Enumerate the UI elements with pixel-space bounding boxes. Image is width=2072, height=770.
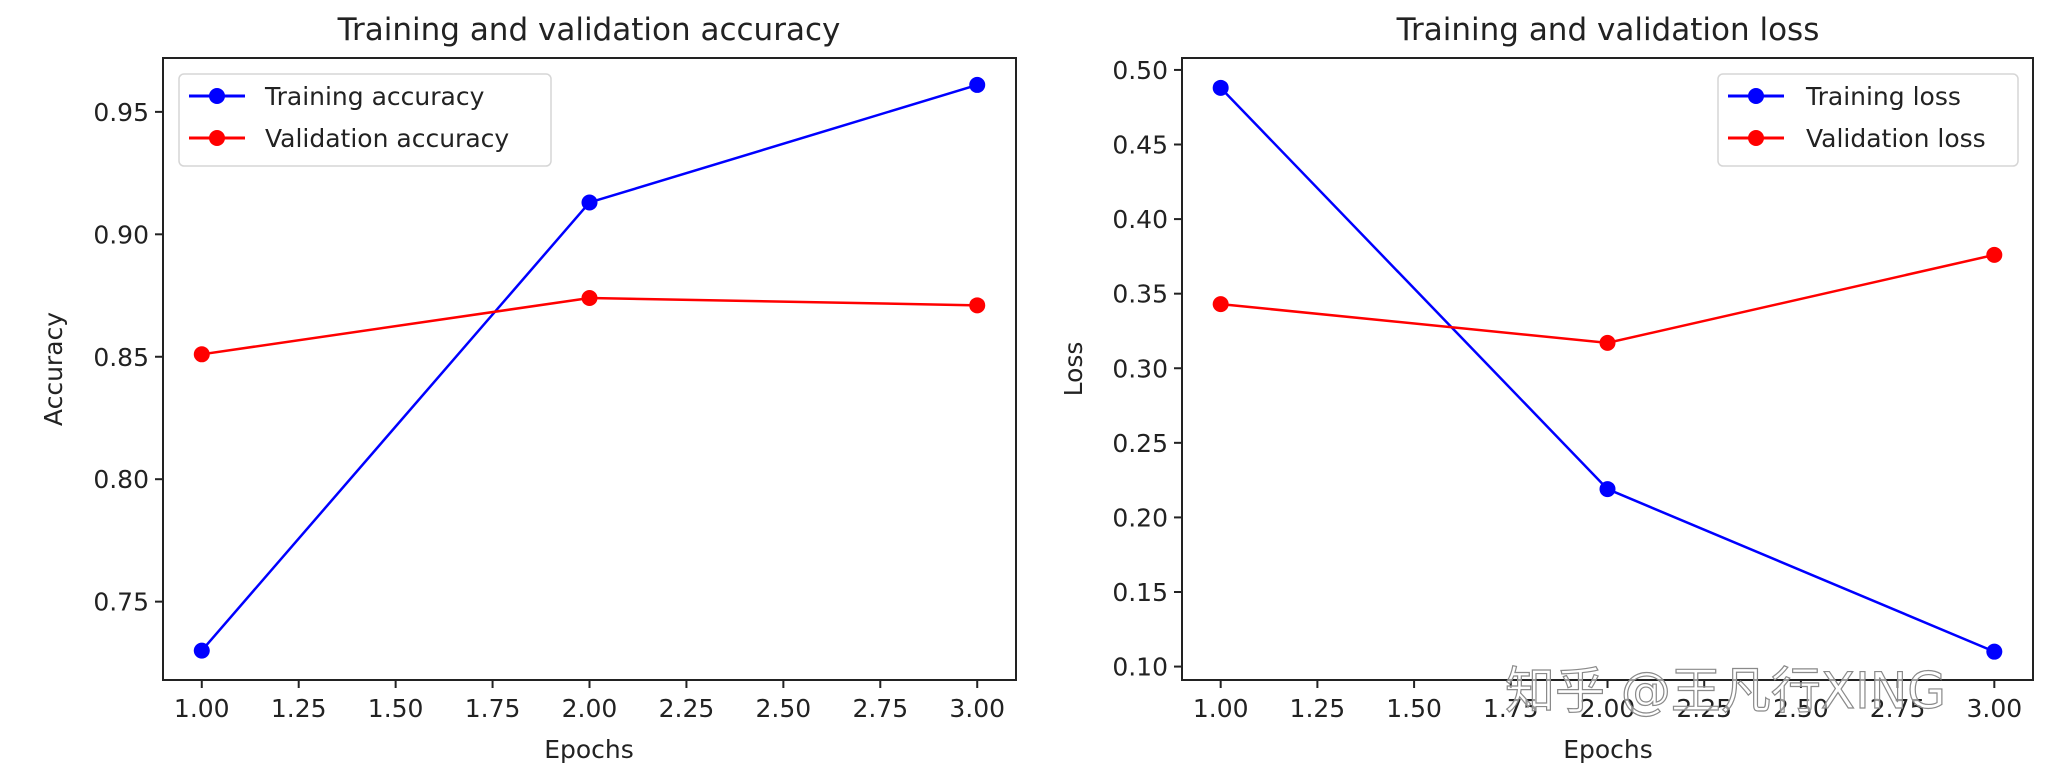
- x-tick-label: 1.25: [271, 694, 327, 723]
- y-tick-label: 0.85: [93, 343, 149, 372]
- accuracy-x-ticks: 1.00 1.25 1.50 1.75 2.00 2.25 2.50 2.75 3.00: [174, 680, 1005, 723]
- y-tick-label: 0.95: [93, 98, 149, 127]
- legend-marker-training-icon: [209, 88, 225, 104]
- x-tick-label: 1.25: [1290, 694, 1346, 723]
- accuracy-chart: Training and validation accuracy 0.75 0.8…: [39, 12, 1017, 764]
- data-point-marker: [193, 346, 210, 363]
- y-tick-label: 0.20: [1112, 503, 1168, 532]
- x-tick-label: 1.00: [1193, 694, 1249, 723]
- accuracy-x-axis-label: Epochs: [544, 735, 634, 764]
- watermark: 知乎 @王凡行XING: [1505, 662, 1946, 720]
- accuracy-plot-lines: [193, 76, 986, 659]
- x-tick-label: 1.75: [1483, 694, 1539, 723]
- accuracy-chart-title: Training and validation accuracy: [337, 12, 841, 48]
- y-tick-label: 0.40: [1112, 205, 1168, 234]
- y-tick-label: 0.90: [93, 220, 149, 249]
- loss-y-ticks: 0.10 0.15 0.20 0.25 0.30 0.35 0.40 0.45 0.50: [1112, 56, 1182, 682]
- legend-label-validation-accuracy: Validation accuracy: [265, 124, 509, 153]
- x-tick-label: 2.25: [1676, 694, 1732, 723]
- data-point-marker: [581, 289, 598, 306]
- y-tick-label: 0.35: [1112, 280, 1168, 309]
- x-tick-label: 2.75: [852, 694, 908, 723]
- loss-legend: Training loss Validation loss: [1717, 73, 2019, 167]
- data-point-marker: [1986, 246, 2003, 263]
- x-tick-label: 1.75: [465, 694, 521, 723]
- x-tick-label: 3.00: [1966, 694, 2022, 723]
- series-line-1: [201, 296, 978, 356]
- loss-plot-lines: [1212, 79, 2003, 660]
- legend-marker-training-icon: [1748, 88, 1764, 104]
- loss-x-axis-label: Epochs: [1563, 735, 1653, 764]
- accuracy-y-axis-label: Accuracy: [39, 312, 68, 426]
- data-point-marker: [581, 194, 598, 211]
- legend-marker-validation-icon: [209, 130, 225, 146]
- x-tick-label: 2.00: [1580, 694, 1636, 723]
- loss-x-ticks: 1.00 1.25 1.50 1.75 2.00 2.25 2.50 2.75 3.00: [1193, 680, 2022, 723]
- x-tick-label: 2.50: [756, 694, 812, 723]
- x-tick-label: 2.75: [1870, 694, 1926, 723]
- y-tick-label: 0.25: [1112, 429, 1168, 458]
- y-tick-label: 0.50: [1112, 56, 1168, 85]
- data-point-marker: [1212, 79, 1229, 96]
- y-tick-label: 0.15: [1112, 578, 1168, 607]
- x-tick-label: 2.00: [562, 694, 618, 723]
- series-line-0: [200, 83, 978, 652]
- data-point-marker: [193, 642, 210, 659]
- data-point-marker: [969, 297, 986, 314]
- data-point-marker: [1986, 643, 2003, 660]
- y-tick-label: 0.10: [1112, 653, 1168, 682]
- series-line-0: [1219, 86, 1995, 653]
- x-tick-label: 2.50: [1773, 694, 1829, 723]
- loss-plot-frame: [1181, 57, 2034, 681]
- data-point-marker: [1599, 334, 1616, 351]
- y-tick-label: 0.75: [93, 588, 149, 617]
- x-tick-label: 1.00: [174, 694, 230, 723]
- x-tick-label: 3.00: [949, 694, 1005, 723]
- legend-label-training-accuracy: Training accuracy: [264, 82, 485, 111]
- series-line-1: [1220, 253, 1995, 345]
- y-tick-label: 0.45: [1112, 131, 1168, 160]
- x-tick-label: 2.25: [659, 694, 715, 723]
- legend-label-training-loss: Training loss: [1805, 82, 1961, 111]
- y-tick-label: 0.30: [1112, 354, 1168, 383]
- x-tick-label: 1.50: [1386, 694, 1442, 723]
- x-tick-label: 1.50: [368, 694, 424, 723]
- data-point-marker: [1212, 296, 1229, 313]
- loss-y-axis-label: Loss: [1059, 342, 1088, 397]
- accuracy-y-ticks: 0.75 0.80 0.85 0.90 0.95: [93, 98, 163, 617]
- accuracy-legend: Training accuracy Validation accuracy: [178, 73, 552, 167]
- legend-label-validation-loss: Validation loss: [1806, 124, 1986, 153]
- loss-legend-box: [1717, 73, 2019, 167]
- loss-chart: Training and validation loss 0.10 0.15 0.2…: [1059, 12, 2034, 764]
- data-point-marker: [1599, 481, 1616, 498]
- legend-marker-validation-icon: [1748, 130, 1764, 146]
- data-point-marker: [969, 76, 986, 93]
- y-tick-label: 0.80: [93, 465, 149, 494]
- loss-chart-title: Training and validation loss: [1396, 12, 1820, 48]
- accuracy-plot-frame: [162, 57, 1017, 681]
- accuracy-legend-box: [178, 73, 552, 167]
